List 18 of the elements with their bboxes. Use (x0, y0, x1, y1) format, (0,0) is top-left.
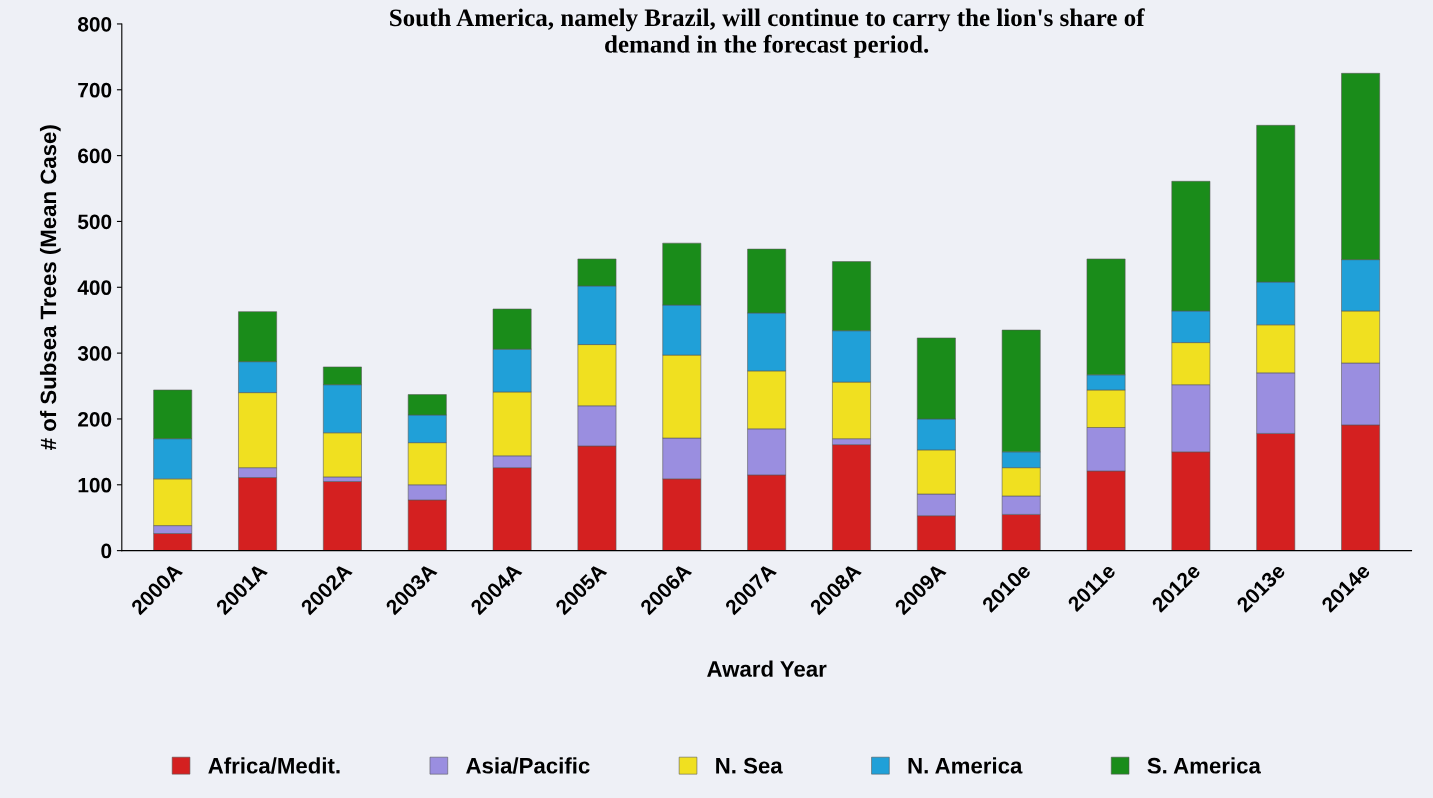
y-tick-label: 400 (77, 280, 112, 296)
y-axis-title: # of Subsea Trees (Mean Case) (39, 125, 61, 450)
legend-label: Africa/Medit. (208, 757, 340, 774)
chart-title: South America, namely Brazil, will continue to carry the lion's share of demand in the forecast period. (390, 8, 1145, 58)
y-tick-label: 600 (78, 148, 112, 164)
y-tick-label: 100 (78, 477, 112, 493)
bar (323, 481, 362, 551)
y-tick-label: 800 (77, 16, 112, 32)
y-tick-label: 200 (78, 411, 112, 427)
y-tick-label: 700 (78, 82, 112, 98)
y-tick-label: 300 (77, 346, 112, 361)
y-tick-label: 500 (77, 214, 112, 230)
x-axis-title: Award Year (707, 660, 827, 677)
legend-label: Asia/Pacific (466, 757, 590, 774)
legend-label: S. America (1147, 757, 1261, 774)
legend-label: N. Sea (716, 757, 783, 774)
y-tick-label: 0 (101, 543, 112, 559)
legend-label: N. America (908, 757, 1023, 774)
